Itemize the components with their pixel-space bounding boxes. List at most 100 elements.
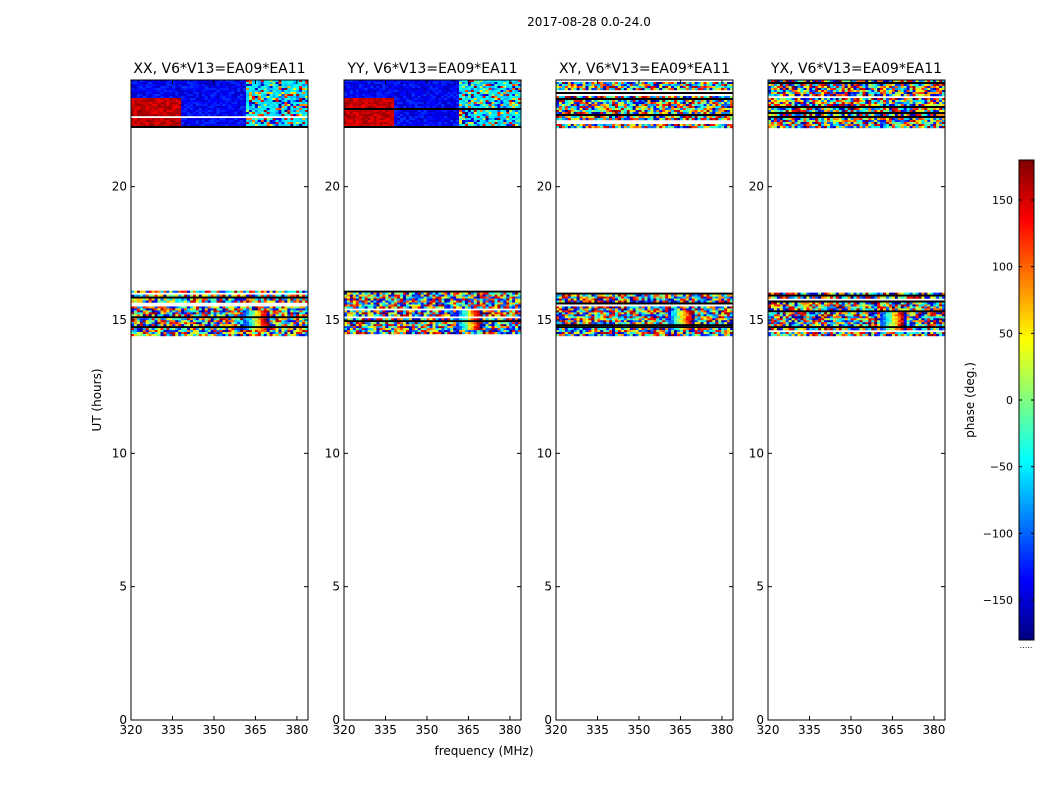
heatmap-cell [453, 84, 457, 87]
heatmap-cell [281, 82, 285, 85]
heatmap-cell [423, 120, 427, 123]
heatmap-cell [178, 92, 182, 95]
heatmap-cell [718, 298, 722, 301]
heatmap-cell [403, 98, 407, 101]
heatmap-cell [408, 106, 413, 109]
heatmap-cell [260, 80, 265, 83]
heatmap-cell [506, 310, 510, 313]
heatmap-cell [367, 306, 371, 309]
heatmap-cell [364, 306, 368, 309]
heatmap-cell [432, 90, 436, 93]
heatmap-cell [358, 318, 362, 321]
heatmap-cell [367, 114, 371, 117]
heatmap-cell [503, 330, 507, 333]
heatmap-cell [620, 298, 625, 301]
heatmap-cell [376, 90, 380, 93]
heatmap-cell [131, 122, 135, 125]
heatmap-cell [405, 84, 410, 87]
heatmap-cell [373, 106, 377, 109]
heatmap-cell [388, 112, 392, 115]
heatmap-cell [231, 102, 235, 105]
heatmap-cell [512, 324, 516, 327]
heatmap-cell [210, 114, 214, 117]
heatmap-cell [192, 330, 197, 333]
heatmap-cell [367, 292, 371, 295]
heatmap-cell [213, 96, 217, 99]
heatmap-cell [175, 118, 179, 121]
heatmap-cell [382, 330, 386, 333]
heatmap-cell [441, 96, 445, 99]
heatmap-cell [142, 290, 147, 293]
heatmap-cell [163, 318, 167, 321]
heatmap-cell [246, 110, 250, 113]
heatmap-cell [275, 300, 279, 303]
heatmap-cell [344, 122, 348, 125]
heatmap-cell [151, 92, 155, 95]
heatmap-cell [251, 290, 256, 293]
heatmap-cell [213, 90, 217, 93]
heatmap-cell [491, 84, 495, 87]
heatmap-cell [160, 310, 164, 313]
heatmap-cell [668, 294, 672, 297]
heatmap-cell [647, 294, 651, 297]
heatmap-cell [385, 110, 389, 113]
heatmap-cell [154, 334, 158, 337]
heatmap-cell [364, 88, 368, 91]
heatmap-cell [228, 104, 232, 107]
heatmap-cell [491, 302, 495, 305]
heatmap-cell [284, 330, 288, 333]
heatmap-cell [302, 86, 306, 89]
heatmap-cell [272, 92, 276, 95]
heatmap-cell [388, 324, 392, 327]
heatmap-cell [219, 92, 223, 95]
heatmap-cell [485, 92, 489, 95]
heatmap-cell [275, 334, 279, 337]
heatmap-cell [414, 92, 419, 95]
heatmap-cell [207, 324, 211, 327]
heatmap-cell [464, 298, 469, 301]
heatmap-cell [251, 110, 256, 113]
heatmap-cell [464, 306, 469, 309]
heatmap-cell [491, 124, 495, 127]
heatmap-cell [411, 294, 416, 297]
heatmap-cell [408, 80, 413, 83]
heatmap-cell [249, 310, 253, 313]
heatmap-cell [506, 120, 510, 123]
heatmap-cell [382, 102, 386, 105]
heatmap-cell [379, 324, 383, 327]
heatmap-cell [287, 82, 291, 85]
heatmap-cell [453, 114, 457, 117]
heatmap-cell [163, 88, 167, 91]
heatmap-cell [172, 106, 176, 109]
heatmap-cell [405, 96, 410, 99]
heatmap-cell [411, 326, 416, 329]
heatmap-cell [355, 102, 360, 105]
heatmap-cell [576, 294, 580, 297]
heatmap-cell [464, 124, 469, 127]
heatmap-cell [287, 312, 291, 315]
heatmap-cell [195, 94, 200, 97]
heatmap-cell [178, 102, 182, 105]
heatmap-cell [432, 114, 436, 117]
heatmap-cell [370, 104, 374, 107]
heatmap-cell [257, 318, 262, 321]
heatmap-cell [160, 312, 164, 315]
heatmap-cell [367, 332, 371, 335]
heatmap-cell [272, 118, 276, 121]
heatmap-cell [281, 96, 285, 99]
heatmap-cell [476, 104, 480, 107]
heatmap-cell [278, 94, 282, 97]
heatmap-cell [272, 306, 276, 309]
heatmap-cell [515, 106, 519, 109]
heatmap-cell [459, 294, 463, 297]
heatmap-cell [154, 80, 158, 83]
heatmap-cell [178, 332, 182, 335]
heatmap-cell [263, 306, 267, 309]
heatmap-cell [494, 92, 498, 95]
heatmap-cell [459, 82, 463, 85]
heatmap-cell [213, 298, 217, 301]
heatmap-cell [373, 306, 377, 309]
heatmap-cell [207, 94, 211, 97]
heatmap-cell [210, 294, 214, 297]
heatmap-cell [263, 332, 267, 335]
